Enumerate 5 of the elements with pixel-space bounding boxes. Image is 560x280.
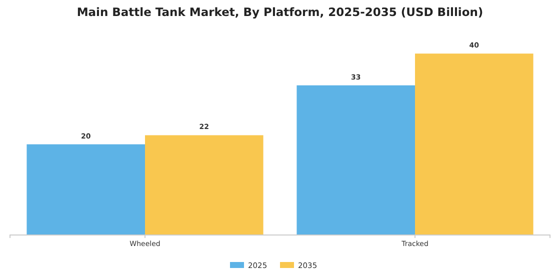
bar <box>145 135 264 235</box>
bar <box>26 144 145 235</box>
bar <box>415 54 534 235</box>
chart-title: Main Battle Tank Market, By Platform, 2025-2035 (USD Billion) <box>76 5 484 19</box>
bar <box>296 85 415 235</box>
